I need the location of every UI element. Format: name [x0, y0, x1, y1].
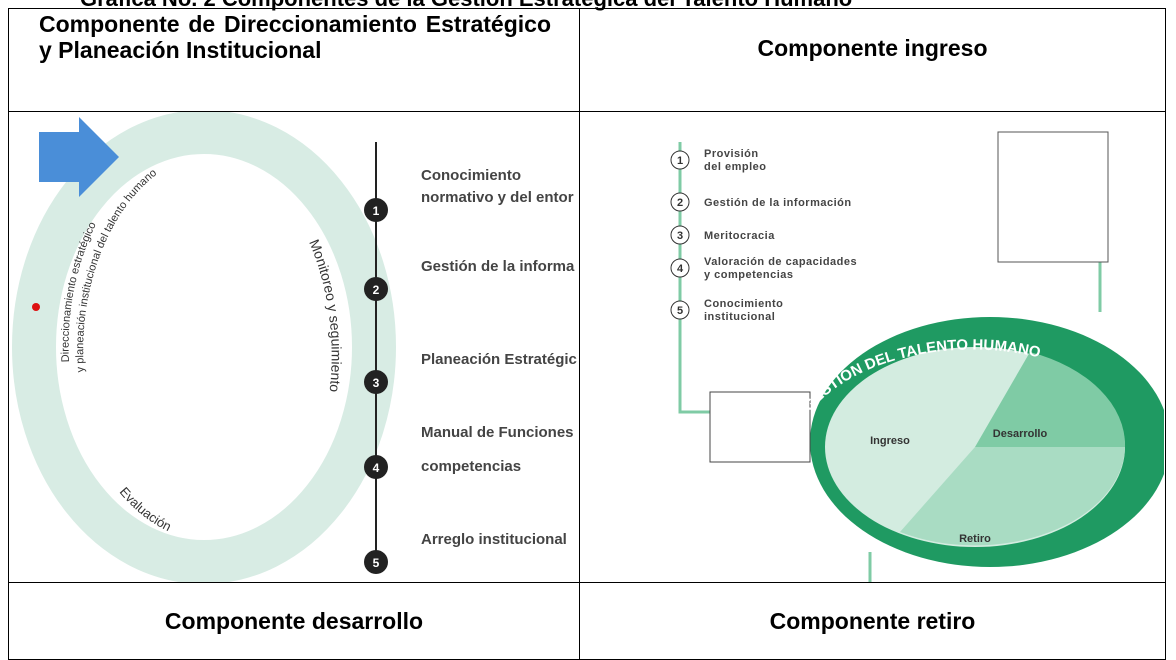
arrow — [39, 117, 119, 197]
list-badge — [670, 150, 690, 170]
list-label: institucional — [704, 311, 775, 323]
step-number: 5 — [373, 556, 380, 570]
list-label: y competencias — [704, 269, 794, 281]
wheel-section — [975, 352, 1126, 447]
figure-cell: 1 Provisión del empleo 2 Gestión de la infor… — [579, 111, 1166, 583]
list-number: 3 — [677, 230, 683, 242]
list-number: 2 — [677, 197, 683, 209]
step-number: 1 — [373, 204, 380, 218]
document-title: Gráfica No. 2 Componentes de la Gestión … — [80, 0, 852, 12]
step-badge — [364, 198, 388, 222]
components-table: Componente de Direccionamiento Estratégi… — [8, 8, 1166, 660]
list-label: Valoración de capacidades — [704, 256, 857, 268]
step-label: Manual de Funciones — [421, 424, 574, 441]
dot — [32, 303, 40, 311]
header-cell: Componente de Direccionamiento Estratégi… — [8, 8, 580, 112]
list-badge — [670, 192, 690, 212]
wheel-section — [900, 447, 1125, 546]
step-label: Conocimiento — [421, 167, 521, 184]
step-number: 2 — [373, 283, 380, 297]
step-number: 3 — [373, 376, 380, 390]
wheel-section-label: Retiro — [959, 533, 991, 545]
list-badge — [670, 300, 690, 320]
step-label: competencias — [421, 458, 521, 475]
elevator — [997, 131, 1109, 263]
ring — [12, 112, 396, 582]
footer-cell: Componente retiro — [579, 582, 1166, 660]
step-badge — [364, 455, 388, 479]
wheel-section-label: Ingreso — [870, 435, 910, 447]
list-label: Conocimiento — [704, 298, 783, 310]
wheel-section-label: Desarrollo — [993, 428, 1048, 440]
list-label: Gestión de la información — [704, 197, 852, 209]
list-badge — [670, 225, 690, 245]
figure-cell: Direccionamiento estratégico y planeación… — [8, 111, 580, 583]
list-label: Meritocracia — [704, 230, 775, 242]
list-label: del empleo — [704, 161, 766, 173]
step-label: Arreglo institucional — [421, 531, 567, 548]
footer-cell: Componente desarrollo — [8, 582, 580, 660]
step-label: normativo y del entor — [421, 189, 574, 206]
board — [709, 391, 811, 463]
step-label: Planeación Estratégic — [421, 351, 577, 368]
list-label: Provisión — [704, 148, 759, 160]
list-number: 4 — [677, 263, 684, 275]
list-number: 1 — [677, 155, 683, 167]
step-label: Gestión de la informa — [421, 258, 575, 275]
step-badge — [364, 370, 388, 394]
step-badge — [364, 550, 388, 574]
step-number: 4 — [373, 461, 380, 475]
list-badge — [670, 258, 690, 278]
header-cell: Componente ingreso — [579, 8, 1166, 112]
list-number: 5 — [677, 305, 683, 317]
step-badge — [364, 277, 388, 301]
